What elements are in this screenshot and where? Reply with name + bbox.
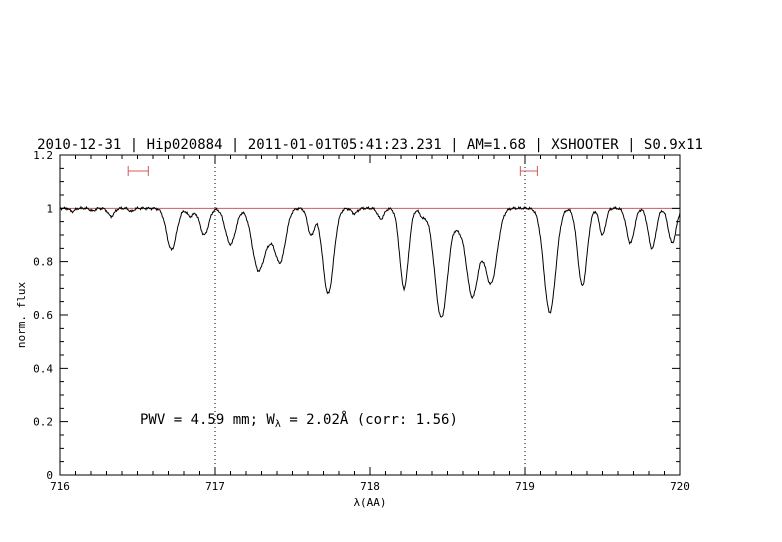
pwv-annotation-suffix: = 2.02Å (corr: 1.56) [281,411,458,428]
x-tick-label-718: 718 [360,480,380,493]
band-marker-2 [519,166,538,176]
x-tick-label-716: 716 [50,480,70,493]
band-marker-1 [127,166,149,176]
y-tick-label-0.8: 0.8 [33,256,53,269]
y-axis-label: norm. flux [15,282,28,349]
x-axis-label: λ(AA) [353,496,386,509]
y-tick-label-1: 1 [46,202,53,215]
spectrum-curve [59,205,681,318]
x-tick-label-717: 717 [205,480,225,493]
pwv-annotation-subscript: λ [275,419,281,430]
y-tick-label-0.4: 0.4 [33,362,53,375]
pwv-annotation: PWV = 4.59 mm; Wλ = 2.02Å (corr: 1.56) [140,411,458,430]
y-tick-label-1.2: 1.2 [33,149,53,162]
plot-title: 2010-12-31 | Hip020884 | 2011-01-01T05:4… [37,137,703,153]
y-tick-label-0: 0 [46,469,53,482]
y-tick-label-0.6: 0.6 [33,309,53,322]
plot-render-layer: 716 717 718 719 720 0 0.2 0.4 0.6 0.8 1 1.2 [33,149,690,493]
x-tick-label-720: 720 [670,480,690,493]
x-tick-label-719: 719 [515,480,535,493]
pwv-annotation-prefix: PWV = 4.59 mm; W [140,412,275,428]
y-tick-label-0.2: 0.2 [33,416,53,429]
